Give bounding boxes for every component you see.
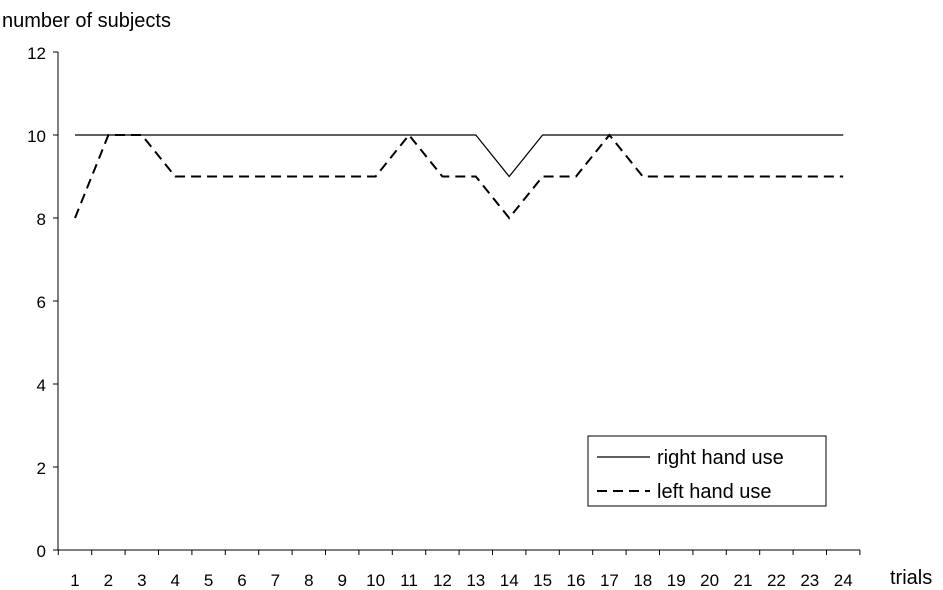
series-line-right-hand-use bbox=[75, 134, 844, 178]
x-tick-label: 10 bbox=[366, 571, 385, 590]
x-tick-label: 23 bbox=[800, 571, 819, 590]
x-tick-label: 11 bbox=[400, 571, 418, 590]
series-line-left-hand-use bbox=[74, 133, 844, 220]
x-tick-label: 24 bbox=[834, 571, 853, 590]
y-tick-label: 10 bbox=[27, 127, 46, 146]
legend-label-right-hand-use: right hand use bbox=[657, 447, 784, 469]
x-tick-label: 8 bbox=[304, 571, 313, 590]
x-tick-label: 12 bbox=[433, 571, 452, 590]
legend: right hand use left hand use bbox=[587, 435, 827, 507]
x-tick-label: 18 bbox=[633, 571, 652, 590]
x-tick-label: 1 bbox=[70, 571, 79, 590]
x-tick-label: 5 bbox=[204, 571, 213, 590]
x-tick-label: 4 bbox=[170, 571, 179, 590]
x-tick-label: 7 bbox=[271, 571, 280, 590]
x-tick-label: 21 bbox=[734, 571, 753, 590]
x-tick-label: 17 bbox=[600, 571, 619, 590]
x-tick-labels: 1 2 3 4 5 6 7 8 9 10 11 12 13 14 15 16 17 18 19 20 21 22 23 24 bbox=[70, 571, 852, 590]
x-tick-label: 13 bbox=[466, 571, 485, 590]
x-tick-label: 22 bbox=[767, 571, 786, 590]
legend-box bbox=[587, 435, 827, 507]
x-tick-label: 16 bbox=[567, 571, 586, 590]
y-axis-title: number of subjects bbox=[2, 10, 171, 32]
x-tick-label: 20 bbox=[700, 571, 719, 590]
y-tick-label: 8 bbox=[37, 210, 46, 229]
x-tick-label: 3 bbox=[137, 571, 146, 590]
y-tick-labels: 0 2 4 6 8 10 12 bbox=[27, 44, 46, 561]
x-tick-label: 9 bbox=[337, 571, 346, 590]
y-tick-label: 2 bbox=[37, 459, 46, 478]
axes bbox=[53, 51, 861, 555]
x-tick-label: 19 bbox=[667, 571, 686, 590]
x-axis-title: trials bbox=[890, 567, 932, 589]
x-tick-label: 6 bbox=[237, 571, 246, 590]
y-tick-label: 4 bbox=[37, 376, 46, 395]
legend-label-left-hand-use: left hand use bbox=[657, 481, 772, 503]
y-tick-label: 6 bbox=[37, 293, 46, 312]
x-tick-label: 2 bbox=[104, 571, 113, 590]
y-tick-label: 12 bbox=[27, 44, 46, 63]
x-tick-label: 14 bbox=[500, 571, 519, 590]
series-layer bbox=[74, 133, 844, 220]
x-tick-label: 15 bbox=[533, 571, 552, 590]
y-tick-label: 0 bbox=[37, 542, 46, 561]
